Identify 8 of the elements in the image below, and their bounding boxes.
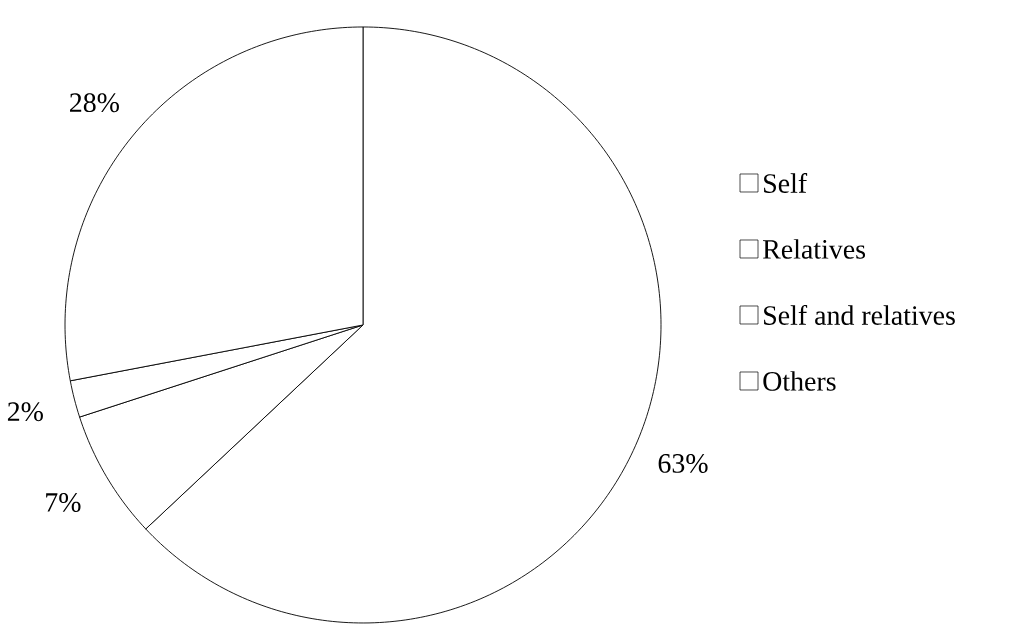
legend-label: Others: [763, 371, 836, 391]
data-label: 63%: [658, 454, 708, 473]
legend-label: Self and relatives: [764, 305, 955, 325]
data-label: 7%: [46, 493, 81, 512]
legend-label: Self: [764, 173, 808, 193]
data-label: 2%: [7, 402, 43, 422]
data-label: 28%: [70, 93, 119, 113]
legend-label: Relatives: [763, 239, 866, 259]
